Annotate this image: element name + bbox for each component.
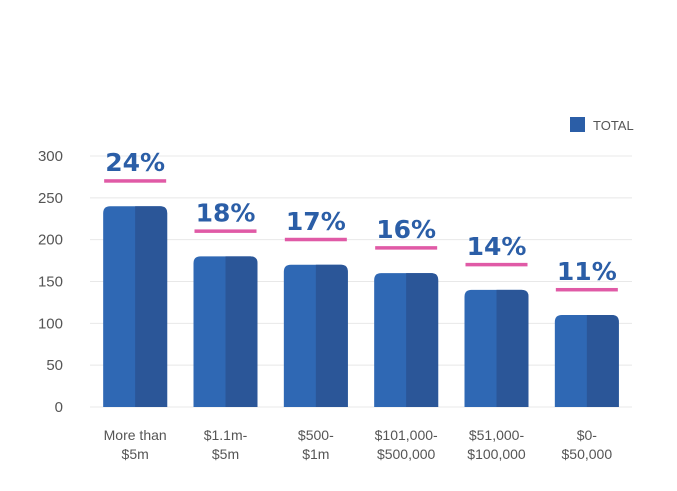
data-label: 17% — [286, 207, 346, 236]
bar — [464, 289, 529, 407]
bar — [283, 264, 348, 407]
x-tick-label-line: $500,000 — [377, 446, 436, 462]
bar — [554, 314, 619, 407]
bar — [193, 256, 258, 407]
data-label: 24% — [105, 148, 165, 177]
bar-shade — [225, 256, 258, 407]
x-tick-label-line: $50,000 — [562, 446, 613, 462]
x-tick-label: $101,000- $500,000 — [375, 427, 438, 462]
x-axis: More than $5m $1.1m- $5m $500- $1m $101,000- $5… — [104, 427, 613, 462]
label-underline — [555, 287, 618, 292]
y-tick-label: 150 — [38, 274, 63, 291]
data-label: 14% — [467, 232, 527, 261]
data-label: 11% — [557, 257, 617, 286]
x-tick-label: More than $5m — [104, 427, 167, 462]
x-tick-label-line: $100,000 — [467, 446, 526, 462]
bar-shade — [586, 314, 619, 407]
bar-shade — [315, 264, 348, 407]
x-tick-label: $500- $1m — [298, 427, 334, 462]
y-tick-label: 0 — [55, 399, 63, 416]
data-label: 18% — [196, 198, 256, 227]
legend-swatch — [570, 117, 585, 132]
label-underline — [104, 179, 167, 183]
y-tick-label: 200 — [38, 232, 63, 249]
bar-shade — [406, 273, 439, 407]
label-underline — [465, 262, 528, 267]
bar-shade — [496, 289, 529, 407]
x-tick-label-line: $1.1m- — [204, 427, 248, 443]
x-tick-label-line: $51,000- — [469, 427, 525, 443]
x-tick-label-line: $5m — [212, 446, 239, 462]
gridlines — [90, 155, 632, 408]
x-tick-label: $1.1m- $5m — [204, 427, 248, 462]
x-tick-label: $51,000- $100,000 — [467, 427, 526, 462]
y-tick-label: 100 — [38, 315, 63, 332]
label-underline — [194, 229, 257, 233]
bar-shade — [135, 206, 168, 407]
x-tick-label-line: $500- — [298, 427, 334, 443]
y-axis: 0 50 100 150 200 250 300 — [38, 148, 63, 416]
label-underline — [375, 246, 438, 250]
y-tick-label: 300 — [38, 148, 63, 165]
x-tick-label-line: $5m — [122, 446, 149, 462]
bars — [103, 206, 619, 407]
x-tick-label-line: $101,000- — [375, 427, 438, 443]
y-tick-label: 50 — [46, 357, 63, 374]
y-tick-label: 250 — [38, 190, 63, 207]
x-tick-label-line: $0- — [577, 427, 598, 443]
x-tick-label-line: $1m — [302, 446, 329, 462]
data-labels: 24% 18% 17% 16% 14% 11% — [104, 148, 618, 292]
x-tick-label: $0- $50,000 — [562, 427, 613, 462]
legend-label: TOTAL — [593, 118, 634, 133]
legend: TOTAL — [570, 117, 634, 133]
bar — [103, 206, 168, 407]
x-tick-label-line: More than — [104, 427, 167, 443]
data-label: 16% — [376, 215, 436, 244]
label-underline — [284, 237, 347, 242]
bar — [374, 273, 439, 407]
